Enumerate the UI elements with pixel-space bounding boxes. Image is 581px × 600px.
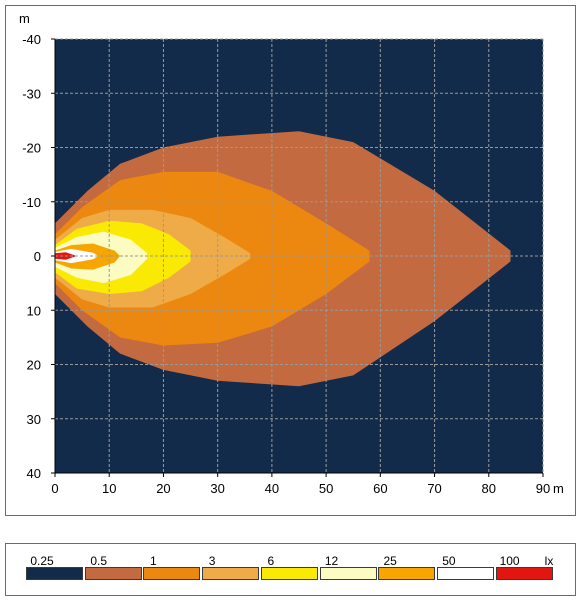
x-unit-label: m (553, 481, 564, 496)
plot-panel: 0 10 20 30 40 50 60 70 80 90 -40 -30 -20 -10 0 10 20 30 40… (5, 5, 576, 516)
legend-swatch-12 (319, 567, 377, 580)
x-tick-label: 0 (51, 481, 58, 496)
y-tick-label: 0 (34, 249, 41, 264)
legend-label-12: 12 (324, 554, 339, 568)
y-unit-label: m (19, 11, 30, 26)
x-tick-label: 90 (536, 481, 550, 496)
legend-swatch-1 (143, 567, 201, 580)
legend-swatch-25 (378, 567, 436, 580)
isolux-chart: 0 10 20 30 40 50 60 70 80 90 -40 -30 -20 -10 0 10 20 30 40… (19, 11, 564, 496)
legend-swatch-0-5 (84, 567, 142, 580)
y-tick-label: -40 (22, 32, 41, 47)
legend-swatch-100 (495, 567, 553, 580)
legend-label-50: 50 (442, 554, 456, 568)
legend-swatch-50 (436, 567, 494, 580)
x-tick-label: 10 (102, 481, 116, 496)
x-tick-label: 40 (265, 481, 279, 496)
legend-label-0-5: 0.5 (90, 554, 108, 568)
x-tick-label: 80 (482, 481, 496, 496)
legend-label-3: 3 (208, 554, 216, 568)
y-tick-label: 20 (27, 358, 41, 373)
y-tick-label: -20 (22, 141, 41, 156)
legend-swatch-0-25 (26, 567, 83, 580)
y-tick-label: 10 (27, 303, 41, 318)
legend-label-0-25: 0.25 (30, 554, 54, 568)
x-tick-label: 60 (373, 481, 387, 496)
legend-label-25: 25 (383, 554, 397, 568)
x-tick-label: 50 (319, 481, 333, 496)
legend-unit-label: lx (544, 554, 554, 568)
y-tick-label: -30 (22, 86, 41, 101)
legend-label-100: 100 (499, 554, 520, 568)
legend-label-6: 6 (267, 554, 275, 568)
legend-swatch-3 (202, 567, 260, 580)
y-tick-label: -10 (22, 195, 41, 210)
legend-label-1: 1 (150, 554, 157, 568)
x-tick-label: 70 (427, 481, 441, 496)
y-tick-label: 30 (27, 412, 41, 427)
y-tick-label: 40 (27, 466, 41, 481)
legend-swatch-6 (260, 567, 318, 580)
legend-panel: 0.25 0.5 1 3 6 12 25 50 100 lx (5, 543, 576, 596)
x-tick-label: 30 (210, 481, 224, 496)
x-tick-label: 20 (156, 481, 170, 496)
